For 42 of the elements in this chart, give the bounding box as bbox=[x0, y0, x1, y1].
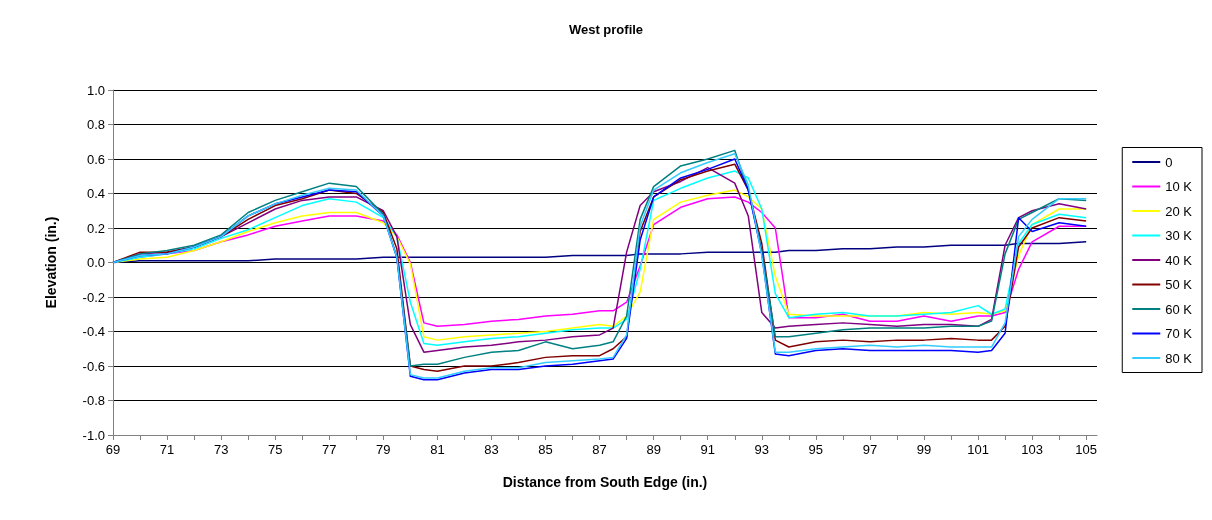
x-tick-label: 81 bbox=[430, 442, 445, 457]
x-axis-title: Distance from South Edge (in.) bbox=[502, 474, 708, 490]
x-tick-label: 97 bbox=[862, 442, 878, 457]
y-tick-label: -0.6 bbox=[82, 358, 105, 374]
y-tick-label: -0.2 bbox=[82, 289, 105, 305]
x-tick-label: 95 bbox=[808, 442, 824, 457]
x-tick-label: 85 bbox=[538, 442, 553, 457]
y-tick-label: 0.8 bbox=[86, 117, 105, 132]
x-tick-label: 77 bbox=[322, 442, 337, 457]
legend-label: 40 K bbox=[1165, 252, 1193, 268]
x-tick-label: 87 bbox=[592, 442, 607, 457]
y-tick-label: 0.0 bbox=[86, 255, 105, 270]
legend-label: 80 K bbox=[1165, 350, 1193, 366]
chart-title: West profile bbox=[568, 22, 644, 37]
x-tick-label: 101 bbox=[967, 442, 989, 457]
y-tick-label: 1.0 bbox=[86, 82, 105, 98]
x-tick-label: 89 bbox=[646, 442, 661, 457]
x-tick-label: 73 bbox=[213, 442, 229, 457]
x-tick-label: 83 bbox=[484, 442, 499, 457]
x-tick-label: 79 bbox=[376, 442, 391, 457]
y-axis-title: Elevation (in.) bbox=[43, 216, 59, 309]
x-tick-label: 103 bbox=[1021, 442, 1043, 457]
legend-label: 0 bbox=[1165, 154, 1173, 170]
x-tick-label: 71 bbox=[159, 442, 175, 457]
legend-label: 60 K bbox=[1165, 301, 1193, 317]
y-tick-label: -0.4 bbox=[82, 324, 105, 339]
y-tick-label: -1.0 bbox=[82, 427, 105, 443]
legend-label: 70 K bbox=[1165, 326, 1193, 341]
legend-label: 20 K bbox=[1165, 203, 1193, 219]
legend-label: 10 K bbox=[1165, 179, 1193, 194]
x-tick-label: 99 bbox=[916, 442, 932, 457]
y-tick-label: 0.2 bbox=[86, 220, 105, 236]
y-tick-label: 0.4 bbox=[86, 186, 105, 201]
y-tick-label: 0.6 bbox=[86, 151, 105, 167]
legend-label: 50 K bbox=[1165, 277, 1193, 292]
x-tick-label: 105 bbox=[1075, 442, 1098, 457]
x-tick-label: 69 bbox=[105, 442, 121, 457]
legend-label: 30 K bbox=[1165, 228, 1193, 243]
x-tick-label: 75 bbox=[267, 442, 283, 457]
x-tick-label: 91 bbox=[700, 442, 715, 457]
y-tick-label: -0.8 bbox=[82, 393, 105, 408]
x-tick-label: 93 bbox=[754, 442, 770, 457]
